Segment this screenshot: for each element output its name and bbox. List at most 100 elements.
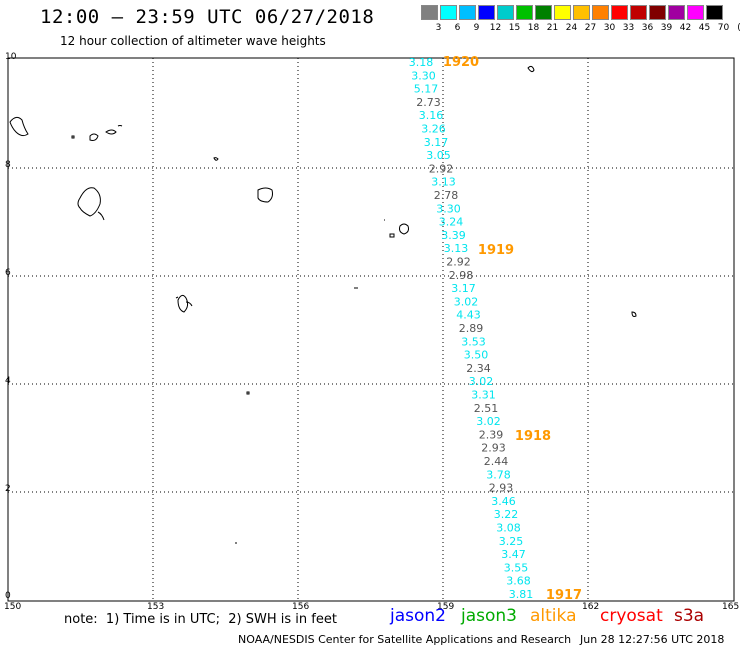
pass-label: 1918 — [515, 429, 551, 444]
wave-height-reading: 3.16 — [419, 109, 444, 122]
wave-height-reading: 3.81 — [509, 588, 534, 601]
legend-label: 33 — [622, 23, 635, 33]
legend-label: 39 — [660, 23, 673, 33]
satellite-jason2: jason2 — [390, 606, 446, 626]
island-outline — [71, 135, 75, 139]
wave-height-reading: 3.46 — [491, 495, 516, 508]
island-outline — [389, 233, 395, 238]
credit-timestamp: Jun 28 12:27:56 UTC 2018 — [580, 633, 725, 646]
wave-height-reading: 2.44 — [484, 455, 509, 468]
island-outline — [631, 311, 637, 317]
island-outline — [399, 223, 409, 235]
pass-label: 1920 — [443, 55, 479, 70]
wave-height-reading: 3.30 — [411, 69, 436, 82]
x-tick-label: 153 — [147, 602, 165, 612]
wave-height-reading: 3.13 — [431, 176, 456, 189]
legend-label: 6 — [454, 23, 461, 33]
wave-height-reading: 3.08 — [496, 522, 521, 535]
wave-height-reading: 3.39 — [441, 229, 466, 242]
wave-height-reading: 3.24 — [439, 216, 464, 229]
legend-label: 24 — [565, 23, 578, 33]
footnote: note: 1) Time is in UTC; 2) SWH is in fe… — [64, 612, 337, 627]
wave-height-reading: 2.92 — [429, 162, 454, 175]
legend-label: 12 — [489, 23, 502, 33]
pass-label: 1917 — [546, 588, 582, 603]
island-outline — [97, 211, 105, 221]
island-outline — [246, 391, 250, 395]
x-tick-label: 162 — [582, 602, 600, 612]
wave-height-reading: 3.78 — [486, 468, 511, 481]
altimeter-readings: 3.183.305.172.733.163.263.173.052.923.13… — [409, 56, 534, 601]
map-subtitle: 12 hour collection of altimeter wave hei… — [60, 34, 326, 48]
island-outline — [117, 125, 123, 127]
pass-label: 1919 — [478, 243, 514, 258]
wave-height-reading: 3.18 — [409, 56, 434, 69]
legend-swatch — [516, 5, 533, 20]
wave-height-reading: 3.50 — [464, 349, 489, 362]
wave-height-reading: 3.25 — [499, 535, 524, 548]
legend-swatch — [611, 5, 628, 20]
satellite-altika: altika — [530, 606, 577, 626]
legend-swatch — [478, 5, 495, 20]
wave-height-reading: 3.55 — [504, 561, 529, 574]
wave-height-reading: 3.02 — [476, 415, 501, 428]
wave-height-reading: 3.17 — [424, 136, 449, 149]
wave-height-reading: 3.02 — [469, 375, 494, 388]
wave-height-reading: 3.13 — [444, 242, 469, 255]
legend-label: 15 — [508, 23, 521, 33]
legend-swatch — [421, 5, 438, 20]
wave-height-reading: 3.47 — [501, 548, 526, 561]
island-outline — [257, 187, 273, 203]
wave-height-reading: 5.17 — [414, 83, 439, 96]
coastlines — [9, 65, 637, 544]
y-tick-label: 4 — [5, 376, 11, 386]
graticule — [8, 58, 734, 601]
wave-height-reading: 3.31 — [471, 389, 496, 402]
legend-swatch — [630, 5, 647, 20]
y-tick-label: 8 — [5, 160, 11, 170]
island-outline — [77, 187, 101, 217]
wave-height-reading: 2.92 — [446, 256, 471, 269]
wave-height-reading: 2.51 — [474, 402, 499, 415]
y-tick-label: 0 — [5, 591, 11, 601]
map-title: 12:00 – 23:59 UTC 06/27/2018 — [40, 6, 375, 28]
island-outline — [177, 294, 189, 313]
legend-swatch — [573, 5, 590, 20]
island-outline — [185, 301, 193, 307]
wave-height-reading: 2.89 — [459, 322, 484, 335]
wave-height-reading: 4.43 — [456, 309, 481, 322]
y-tick-label: 2 — [5, 484, 11, 494]
legend-label: 36 — [641, 23, 654, 33]
legend-unit: (ft) — [734, 23, 740, 33]
legend-label: 42 — [679, 23, 692, 33]
credit-line: NOAA/NESDIS Center for Satellite Applica… — [238, 633, 572, 646]
island-outline — [213, 157, 219, 161]
y-tick-label: 10 — [5, 52, 17, 62]
wave-height-reading: 3.05 — [426, 149, 451, 162]
wave-height-reading: 3.30 — [436, 202, 461, 215]
wave-height-reading: 2.98 — [449, 269, 474, 282]
wave-height-reading: 2.73 — [416, 96, 441, 109]
legend-swatch — [459, 5, 476, 20]
map-frame — [7, 57, 735, 602]
wave-height-reading: 2.34 — [466, 362, 491, 375]
satellite-jason3: jason3 — [461, 606, 517, 626]
satellite-s3a: s3a — [674, 606, 705, 626]
legend-swatch — [687, 5, 704, 20]
island-outline — [175, 296, 179, 299]
wave-height-reading: 3.17 — [451, 282, 476, 295]
legend-label: 18 — [527, 23, 540, 33]
island-outline — [527, 65, 535, 73]
wave-height-reading: 2.93 — [489, 482, 514, 495]
legend-swatch — [649, 5, 666, 20]
legend-swatch — [535, 5, 552, 20]
wave-height-reading: 2.93 — [481, 442, 506, 455]
x-tick-label: 150 — [4, 602, 22, 612]
pass-labels: 1920 1919 1918 1917 — [443, 55, 582, 603]
legend-label: 9 — [473, 23, 480, 33]
wave-height-reading: 2.78 — [434, 189, 459, 202]
wave-height-reading: 3.02 — [454, 295, 479, 308]
legend-swatch — [668, 5, 685, 20]
legend-label: 70 — [717, 23, 730, 33]
x-tick-label: 156 — [292, 602, 310, 612]
